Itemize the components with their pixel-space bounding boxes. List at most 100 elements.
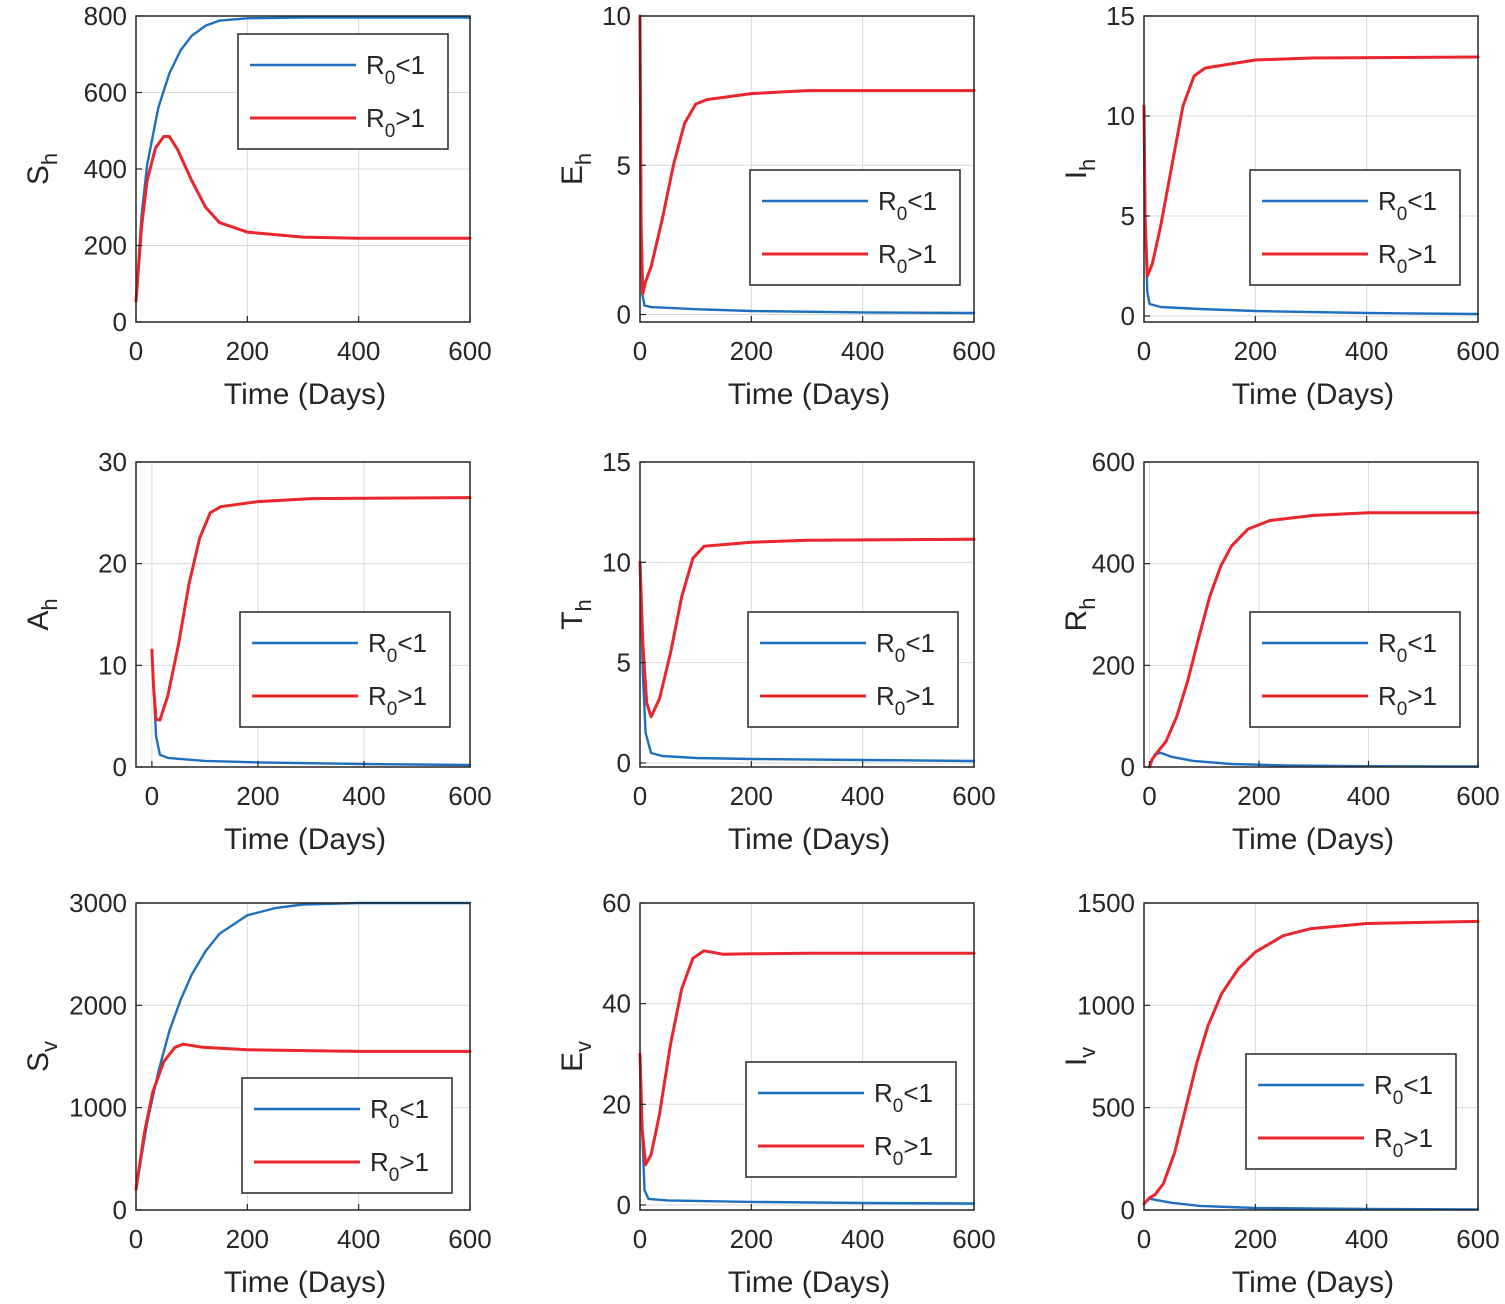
y-tick-label: 600 [1092, 447, 1135, 477]
y-tick-label: 0 [1121, 1195, 1135, 1225]
y-tick-label: 600 [84, 78, 127, 108]
chart-Rh: 0 200 400 600 0 200 400 600 Time (Days) Rh R0<1 R0>… [1060, 447, 1500, 856]
y-tick-label: 0 [617, 300, 631, 330]
x-tick-label: 400 [841, 336, 884, 366]
x-tick-label: 600 [1456, 781, 1499, 811]
x-tick-label: 0 [129, 336, 143, 366]
legend-box [1249, 611, 1461, 728]
legend-label-r0-above-1: R0>1 [366, 103, 425, 142]
legend-label-r0-above-1: R0>1 [1378, 681, 1437, 720]
axes-frame-Th [639, 461, 975, 768]
chart-Sh: 0 200 400 600 0 200 400 600 800 Time (Days) Sh R0<1… [22, 1, 492, 411]
legend-box [1245, 1053, 1457, 1170]
legend-box [239, 611, 451, 728]
y-tick-label: 5 [617, 150, 631, 180]
x-axis-label: Time (Days) [224, 378, 386, 411]
y-axis-label: Sv [22, 1041, 62, 1072]
series-line-r0-below-1 [638, 561, 976, 763]
axes-frame-Ah [135, 461, 471, 768]
series-line-r0-above-1 [638, 949, 976, 1167]
x-axis-label: Time (Days) [224, 823, 386, 856]
x-tick-label: 200 [1237, 781, 1280, 811]
series-line-r0-above-1 [1142, 55, 1480, 278]
x-tick-label: 600 [1456, 1224, 1499, 1254]
y-tick-label: 10 [602, 1, 631, 31]
legend-Sh: R0<1 R0>1 [237, 33, 449, 150]
legend-Ev: R0<1 R0>1 [745, 1061, 957, 1178]
x-tick-label: 200 [226, 336, 269, 366]
legend-box [749, 169, 961, 286]
y-tick-label: 3000 [69, 888, 127, 918]
legend-Th: R0<1 R0>1 [747, 611, 959, 728]
chart-Ah: 0 200 400 600 0 10 20 30 Time (Days) Ah R0<1 R0>1 [22, 447, 492, 856]
x-axis-label: Time (Days) [728, 823, 890, 856]
x-tick-label: 200 [226, 1224, 269, 1254]
y-axis-label: Iv [1060, 1047, 1100, 1066]
x-tick-label: 600 [1456, 336, 1499, 366]
y-tick-label: 10 [602, 547, 631, 577]
legend-Iv: R0<1 R0>1 [1245, 1053, 1457, 1170]
x-tick-label: 400 [841, 1224, 884, 1254]
y-tick-label: 0 [1121, 301, 1135, 331]
x-tick-label: 400 [342, 781, 385, 811]
series-line-r0-above-1 [134, 135, 472, 303]
x-tick-label: 0 [633, 336, 647, 366]
legend-label-r0-below-1: R0<1 [1374, 1070, 1433, 1109]
y-tick-label: 0 [113, 752, 127, 782]
legend-box [1249, 169, 1461, 286]
x-tick-label: 0 [1142, 781, 1156, 811]
y-tick-label: 400 [84, 154, 127, 184]
legend-label-r0-above-1: R0>1 [370, 1147, 429, 1186]
x-tick-label: 600 [448, 781, 491, 811]
x-tick-label: 200 [730, 1224, 773, 1254]
y-tick-label: 1000 [1077, 990, 1135, 1020]
x-tick-label: 200 [730, 336, 773, 366]
legend-Rh: R0<1 R0>1 [1249, 611, 1461, 728]
x-tick-label: 200 [1234, 1224, 1277, 1254]
legend-Ah: R0<1 R0>1 [239, 611, 451, 728]
x-tick-label: 400 [1345, 1224, 1388, 1254]
x-tick-label: 600 [448, 1224, 491, 1254]
legend-label-r0-below-1: R0<1 [874, 1078, 933, 1117]
y-axis-label: Eh [556, 153, 596, 185]
legend-box [241, 1077, 453, 1194]
x-axis-label: Time (Days) [728, 378, 890, 411]
y-tick-label: 200 [1092, 650, 1135, 680]
y-tick-label: 20 [98, 549, 127, 579]
axes-frame-Sv [135, 902, 471, 1211]
legend-Sv: R0<1 R0>1 [241, 1077, 453, 1194]
y-tick-label: 500 [1092, 1093, 1135, 1123]
x-tick-label: 600 [952, 1224, 995, 1254]
x-tick-label: 600 [448, 336, 491, 366]
legend-label-r0-above-1: R0>1 [1374, 1123, 1433, 1162]
x-axis-label: Time (Days) [1232, 378, 1394, 411]
x-axis-label: Time (Days) [728, 1266, 890, 1299]
chart-Eh: 0 200 400 600 0 5 10 Time (Days) Eh R0<1 R0>1 [556, 1, 996, 411]
x-tick-label: 0 [633, 781, 647, 811]
x-tick-label: 600 [952, 781, 995, 811]
y-tick-label: 1500 [1077, 888, 1135, 918]
y-tick-label: 0 [113, 307, 127, 337]
legend-label-r0-below-1: R0<1 [1378, 186, 1437, 225]
x-tick-label: 200 [236, 781, 279, 811]
legend-label-r0-above-1: R0>1 [1378, 239, 1437, 278]
series-line-r0-below-1 [134, 901, 472, 1191]
legend-Eh: R0<1 R0>1 [749, 169, 961, 286]
y-tick-label: 0 [617, 748, 631, 778]
legend-label-r0-below-1: R0<1 [368, 628, 427, 667]
x-tick-label: 0 [145, 781, 159, 811]
y-tick-label: 15 [1106, 1, 1135, 31]
x-tick-label: 400 [337, 336, 380, 366]
series-line-r0-below-1 [134, 16, 472, 303]
y-tick-label: 0 [617, 1190, 631, 1220]
y-tick-label: 10 [98, 650, 127, 680]
x-tick-label: 0 [1137, 336, 1151, 366]
series-line-r0-above-1 [1142, 919, 1480, 1206]
x-tick-label: 400 [1345, 336, 1388, 366]
legend-label-r0-below-1: R0<1 [366, 50, 425, 89]
legend-label-r0-above-1: R0>1 [874, 1131, 933, 1170]
axes-frame-Rh [1143, 461, 1479, 768]
y-tick-label: 1000 [69, 1093, 127, 1123]
